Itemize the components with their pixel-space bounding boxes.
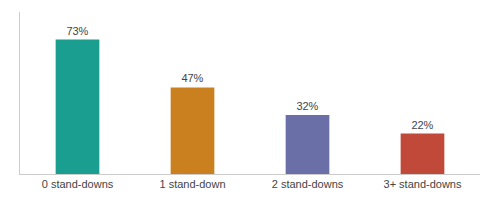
svg-text:47%: 47% (181, 72, 203, 84)
svg-text:73%: 73% (66, 25, 88, 37)
svg-text:32%: 32% (296, 100, 318, 112)
svg-text:1 stand-down: 1 stand-down (159, 178, 225, 190)
svg-text:3+ stand-downs: 3+ stand-downs (384, 178, 462, 190)
svg-text:0 stand-downs: 0 stand-downs (42, 178, 114, 190)
svg-text:22%: 22% (411, 119, 433, 131)
svg-text:2 stand-downs: 2 stand-downs (272, 178, 344, 190)
